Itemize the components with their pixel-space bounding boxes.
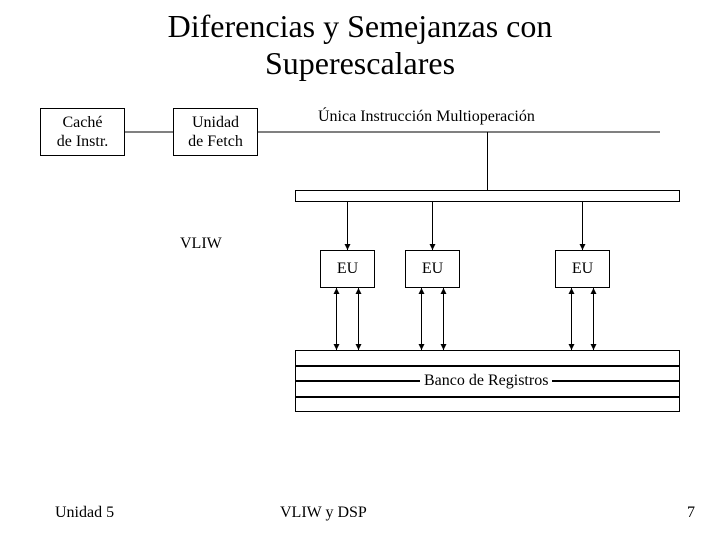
footer-left: Unidad 5 <box>55 504 114 522</box>
execution-unit-3: EU <box>555 250 610 288</box>
register-bank-row <box>295 350 680 366</box>
vliw-label: VLIW <box>180 235 222 253</box>
page-title: Diferencias y Semejanzas con Superescala… <box>0 8 720 82</box>
execution-unit-2: EU <box>405 250 460 288</box>
footer-right: 7 <box>687 504 695 522</box>
eu3-label: EU <box>572 259 593 278</box>
title-line1: Diferencias y Semejanzas con <box>168 8 553 44</box>
register-bank-row <box>295 397 680 413</box>
multiop-label: Única Instrucción Multioperación <box>318 108 535 126</box>
execution-unit-1: EU <box>320 250 375 288</box>
eu1-label: EU <box>337 259 358 278</box>
footer-center: VLIW y DSP <box>280 504 367 522</box>
title-line2: Superescalares <box>265 45 455 81</box>
cache-box-label: Caché de Instr. <box>57 113 109 151</box>
register-bank-label: Banco de Registros <box>420 372 552 390</box>
instruction-bus <box>295 190 680 202</box>
fetch-box: Unidad de Fetch <box>173 108 258 156</box>
eu2-label: EU <box>422 259 443 278</box>
fetch-box-label: Unidad de Fetch <box>188 113 243 151</box>
cache-box: Caché de Instr. <box>40 108 125 156</box>
